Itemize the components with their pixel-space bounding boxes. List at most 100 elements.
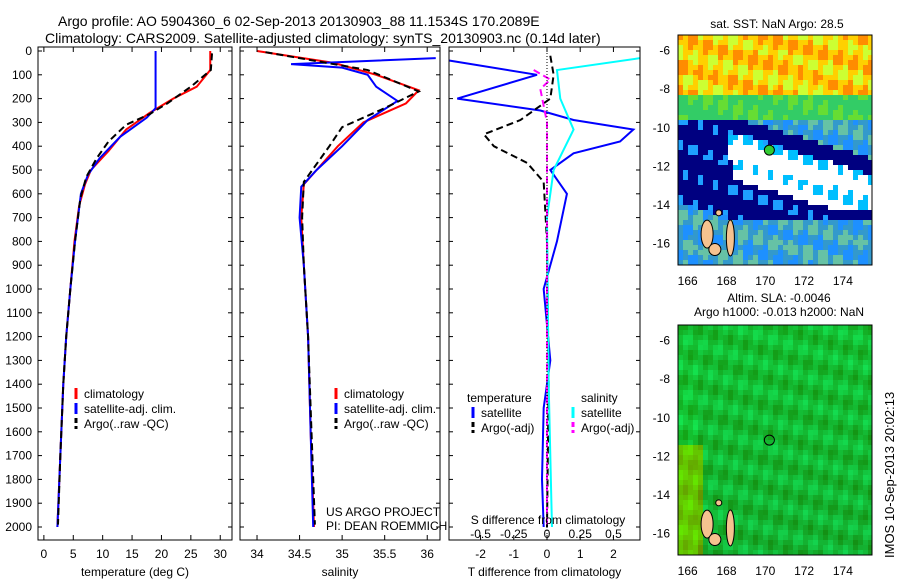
heat-cell (783, 515, 788, 520)
heat-cell (708, 405, 713, 410)
heat-cell (838, 435, 843, 440)
heat-cell (773, 175, 778, 180)
heat-cell (708, 460, 713, 465)
heat-cell (818, 405, 823, 410)
heat-cell (868, 535, 872, 540)
heat-cell (743, 125, 748, 130)
heat-cell (833, 165, 838, 170)
map-y-tick-label: -8 (659, 82, 670, 96)
heat-cell (788, 110, 793, 115)
heat-cell (773, 235, 778, 240)
heat-cell (723, 260, 728, 265)
heat-cell (803, 355, 808, 360)
heat-cell (738, 415, 743, 420)
heat-cell (853, 465, 858, 470)
heat-cell (773, 155, 778, 160)
heat-cell (833, 40, 838, 45)
heat-cell (738, 400, 743, 405)
heat-cell (858, 380, 863, 385)
heat-cell (813, 225, 818, 230)
heat-cell (778, 55, 783, 60)
heat-cell (853, 500, 858, 505)
heat-cell (838, 75, 843, 80)
heat-cell (783, 215, 788, 220)
heat-cell (733, 520, 738, 525)
heat-cell (713, 235, 718, 240)
island (700, 509, 714, 539)
heat-cell (783, 415, 788, 420)
heat-cell (698, 360, 703, 365)
map-y-tick-label: -14 (653, 488, 671, 502)
heat-cell (828, 480, 833, 485)
heat-cell (808, 530, 813, 535)
heat-cell (683, 500, 688, 505)
heat-cell (813, 350, 818, 355)
heat-cell (853, 135, 858, 140)
heat-cell (828, 375, 833, 380)
heat-cell (753, 250, 758, 255)
heat-cell (863, 330, 868, 335)
heat-cell (848, 255, 853, 260)
heat-cell (833, 135, 838, 140)
heat-cell (833, 245, 838, 250)
heat-cell (733, 200, 738, 205)
heat-cell (678, 335, 683, 340)
heat-cell (758, 215, 763, 220)
heat-cell (773, 545, 778, 550)
series-s-satellite (545, 57, 641, 528)
heat-cell (688, 420, 693, 425)
heat-cell (698, 400, 703, 405)
heat-cell (823, 495, 828, 500)
heat-cell (698, 115, 703, 120)
heat-cell (843, 115, 848, 120)
heat-cell (818, 90, 823, 95)
heat-cell (758, 180, 763, 185)
heat-cell (798, 495, 803, 500)
heat-cell (698, 330, 703, 335)
heat-cell (823, 420, 828, 425)
heat-cell (763, 55, 768, 60)
heat-cell (738, 325, 743, 330)
heat-cell (763, 215, 768, 220)
heat-cell (758, 390, 763, 395)
heat-cell (783, 45, 788, 50)
heat-cell (808, 490, 813, 495)
heat-cell (868, 340, 872, 345)
heat-cell (693, 400, 698, 405)
heat-cell (793, 405, 798, 410)
heat-cell (823, 250, 828, 255)
heat-cell (813, 430, 818, 435)
heat-cell (733, 125, 738, 130)
heat-cell (863, 50, 868, 55)
heat-cell (713, 40, 718, 45)
heat-cell (808, 435, 813, 440)
heat-cell (773, 145, 778, 150)
heat-cell (803, 370, 808, 375)
heat-cell (758, 485, 763, 490)
heat-cell (793, 190, 798, 195)
heat-cell (808, 535, 813, 540)
heat-cell (693, 545, 698, 550)
y-tick-label: 1300 (5, 353, 32, 367)
heat-cell (798, 330, 803, 335)
heat-cell (738, 80, 743, 85)
heat-cell (708, 475, 713, 480)
heat-cell (718, 530, 723, 535)
heat-cell (818, 175, 823, 180)
heat-cell (693, 450, 698, 455)
heat-cell (723, 190, 728, 195)
heat-cell (758, 365, 763, 370)
heat-cell (743, 540, 748, 545)
heat-cell (733, 90, 738, 95)
heat-cell (778, 95, 783, 100)
heat-cell (788, 115, 793, 120)
heat-cell (683, 185, 688, 190)
heat-cell (713, 520, 718, 525)
heat-cell (698, 475, 703, 480)
heat-cell (738, 495, 743, 500)
heat-cell (708, 80, 713, 85)
heat-cell (698, 325, 703, 330)
heat-cell (748, 430, 753, 435)
heat-cell (858, 135, 863, 140)
